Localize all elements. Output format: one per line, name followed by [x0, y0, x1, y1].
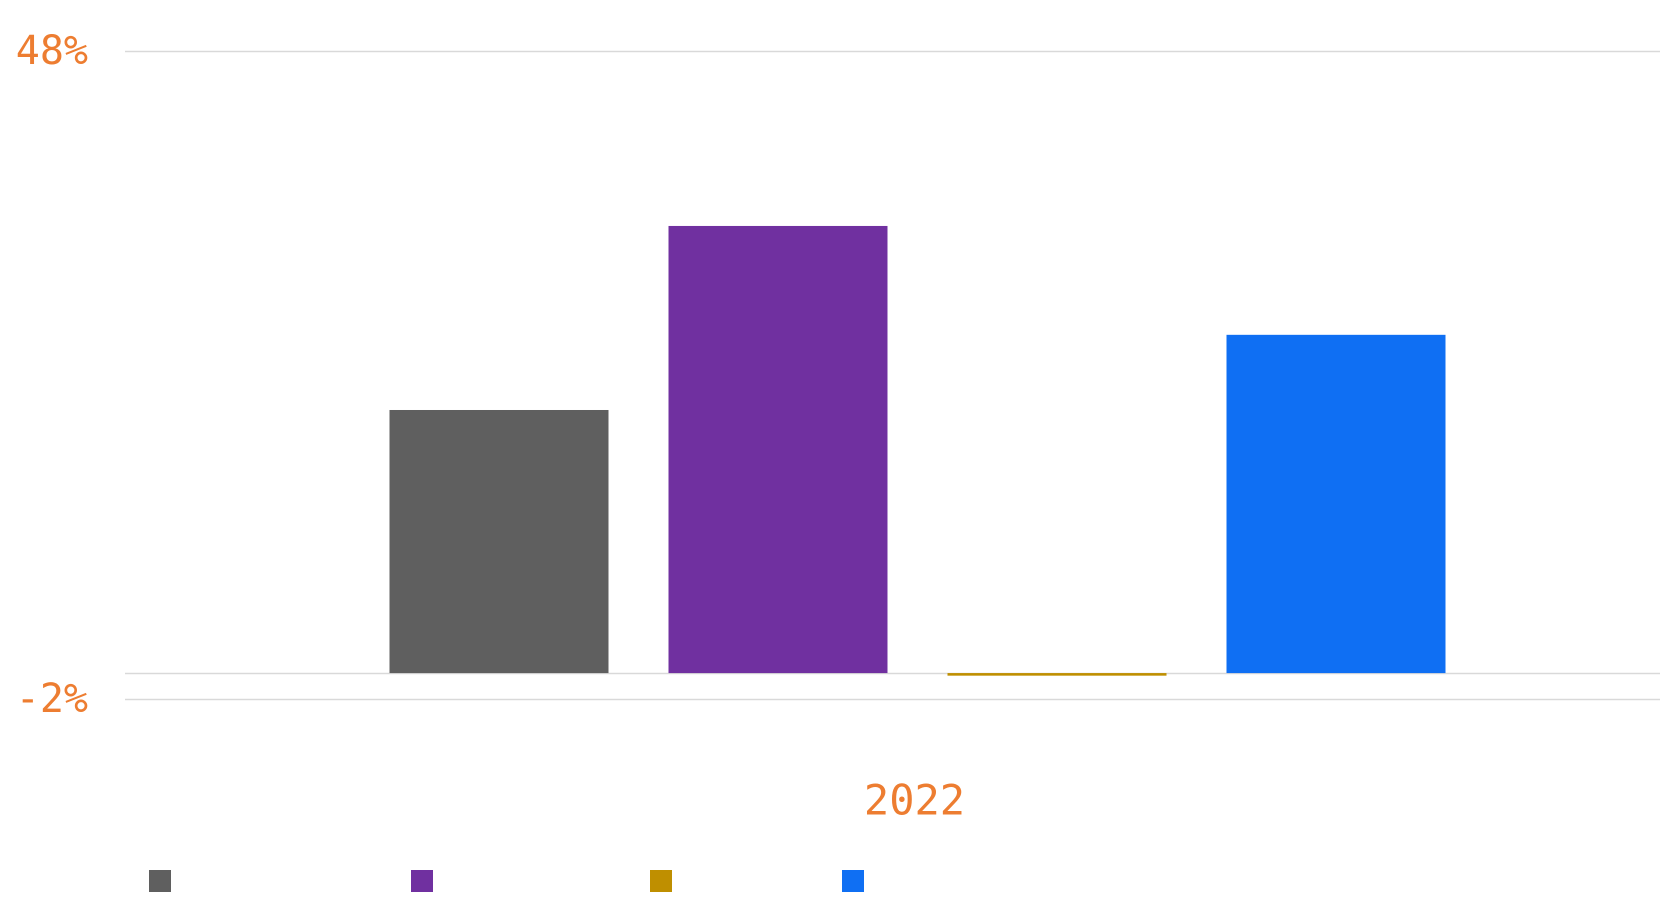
grid-lines — [125, 50, 1660, 701]
x-category-label-0: 2022 — [864, 776, 965, 825]
legend — [149, 870, 864, 892]
bar-series-2[interactable] — [668, 225, 888, 674]
y-axis-ticks: 48% -2% — [16, 28, 88, 722]
y-tick-label-1: -2% — [16, 676, 88, 722]
bar-series-3[interactable] — [947, 673, 1167, 676]
legend-swatch-2[interactable] — [411, 870, 433, 892]
legend-swatch-3[interactable] — [650, 870, 672, 892]
bar-series-1[interactable] — [389, 409, 609, 674]
x-axis-categories: 2022 — [864, 776, 965, 825]
legend-swatch-1[interactable] — [149, 870, 171, 892]
y-tick-label-0: 48% — [16, 28, 88, 74]
legend-swatch-4[interactable] — [842, 870, 864, 892]
bars — [389, 225, 1446, 676]
bar-series-4[interactable] — [1226, 334, 1446, 674]
